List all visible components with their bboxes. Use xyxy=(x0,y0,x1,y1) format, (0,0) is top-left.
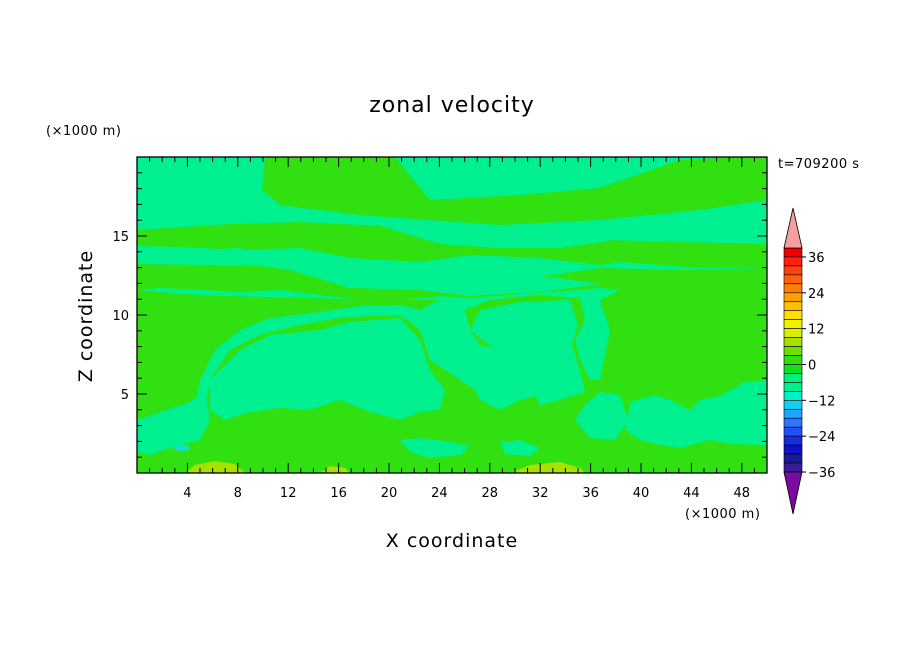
colorbar: 36 24 12 0 −12 −24 −36 xyxy=(783,207,835,515)
colorbar-box xyxy=(783,265,803,276)
x-tick-label: 44 xyxy=(683,486,700,501)
colorbar-box xyxy=(783,355,803,365)
colorbar-tick-label: −12 xyxy=(808,394,835,409)
colorbar-box xyxy=(783,328,803,338)
time-label: t=709200 s xyxy=(778,157,860,172)
y-tick-label: 5 xyxy=(121,388,129,403)
x-tick-label: 4 xyxy=(183,486,191,501)
colorbar-box xyxy=(783,301,803,312)
y-unit-label: (×1000 m) xyxy=(46,124,121,139)
colorbar-box xyxy=(783,247,803,258)
colorbar-extend-min xyxy=(783,471,803,515)
x-tick-label: 36 xyxy=(582,486,599,501)
colorbar-box xyxy=(783,417,803,428)
colorbar-box xyxy=(783,337,803,347)
x-tick-label: 32 xyxy=(532,486,549,501)
chart-title: zonal velocity xyxy=(369,93,535,118)
colorbar-box xyxy=(783,274,803,285)
y-axis-label: Z coordinate xyxy=(75,250,97,382)
x-axis: 4 8 12 16 20 24 28 32 36 40 44 48 xyxy=(149,157,755,501)
colorbar-box xyxy=(783,400,803,410)
x-tick-label: 8 xyxy=(234,486,242,501)
x-tick-label: 40 xyxy=(633,486,650,501)
colorbar-tick-label: −24 xyxy=(808,430,835,445)
x-unit-label: (×1000 m) xyxy=(685,507,760,522)
colorbar-box xyxy=(783,462,803,473)
colorbar-box xyxy=(783,435,803,446)
colorbar-box xyxy=(783,346,803,356)
colorbar-box xyxy=(783,292,803,303)
colorbar-tick-label: 36 xyxy=(808,251,825,266)
y-tick-label: 15 xyxy=(112,230,129,245)
colorbar-box xyxy=(783,453,803,464)
contour-layer-0to3 xyxy=(137,226,767,458)
colorbar-tick-label: −36 xyxy=(808,466,835,481)
colorbar-extend-max xyxy=(783,207,803,249)
colorbar-box xyxy=(783,391,803,401)
colorbar-box xyxy=(783,373,803,383)
y-axis: 5 10 15 xyxy=(112,172,767,458)
x-tick-label: 16 xyxy=(330,486,347,501)
colorbar-box xyxy=(783,283,803,294)
colorbar-box xyxy=(783,444,803,455)
colorbar-box xyxy=(783,256,803,267)
x-tick-label: 48 xyxy=(734,486,751,501)
y-tick-label: 10 xyxy=(112,309,129,324)
x-axis-label: X coordinate xyxy=(386,530,518,552)
colorbar-box xyxy=(783,426,803,437)
x-tick-label: 24 xyxy=(431,486,448,501)
colorbar-box xyxy=(783,408,803,419)
x-tick-label: 20 xyxy=(381,486,398,501)
colorbar-box xyxy=(783,319,803,329)
plot-area xyxy=(136,156,768,474)
colorbar-box xyxy=(783,382,803,392)
contour-patch-negative xyxy=(174,445,190,451)
colorbar-tick-label: 24 xyxy=(808,287,825,302)
x-tick-label: 12 xyxy=(280,486,297,501)
colorbar-box xyxy=(783,310,803,320)
colorbar-tick-label: 0 xyxy=(808,358,816,373)
x-tick-label: 28 xyxy=(482,486,499,501)
colorbar-box xyxy=(783,364,803,374)
colorbar-tick-label: 12 xyxy=(808,323,825,338)
